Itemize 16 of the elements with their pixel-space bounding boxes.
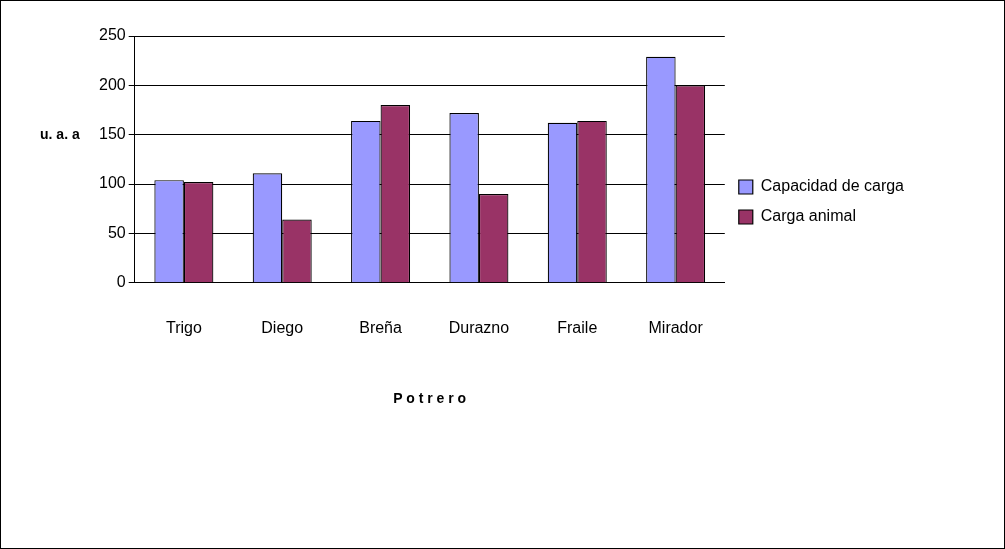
legend-label: Carga animal (760, 207, 856, 225)
x-axis-title: P o t r e r o (393, 389, 467, 406)
x-tick-label: Fraile (557, 318, 598, 336)
x-tick-label: Trigo (165, 318, 202, 336)
y-tick-label: 200 (98, 75, 126, 93)
y-tick-label: 0 (116, 273, 126, 291)
y-tick-label: 50 (107, 223, 126, 241)
y-axis-title: u. a. a (40, 125, 80, 142)
x-tick-label: Diego (261, 318, 304, 336)
legend-label: Capacidad de carga (760, 177, 905, 195)
y-tick-label: 250 (98, 26, 126, 44)
y-tick-label: 150 (98, 125, 126, 143)
x-tick-label: Breña (359, 318, 403, 336)
x-tick-label: Mirador (648, 318, 704, 336)
y-tick-label: 100 (98, 174, 126, 192)
x-tick-label: Durazno (448, 318, 510, 336)
